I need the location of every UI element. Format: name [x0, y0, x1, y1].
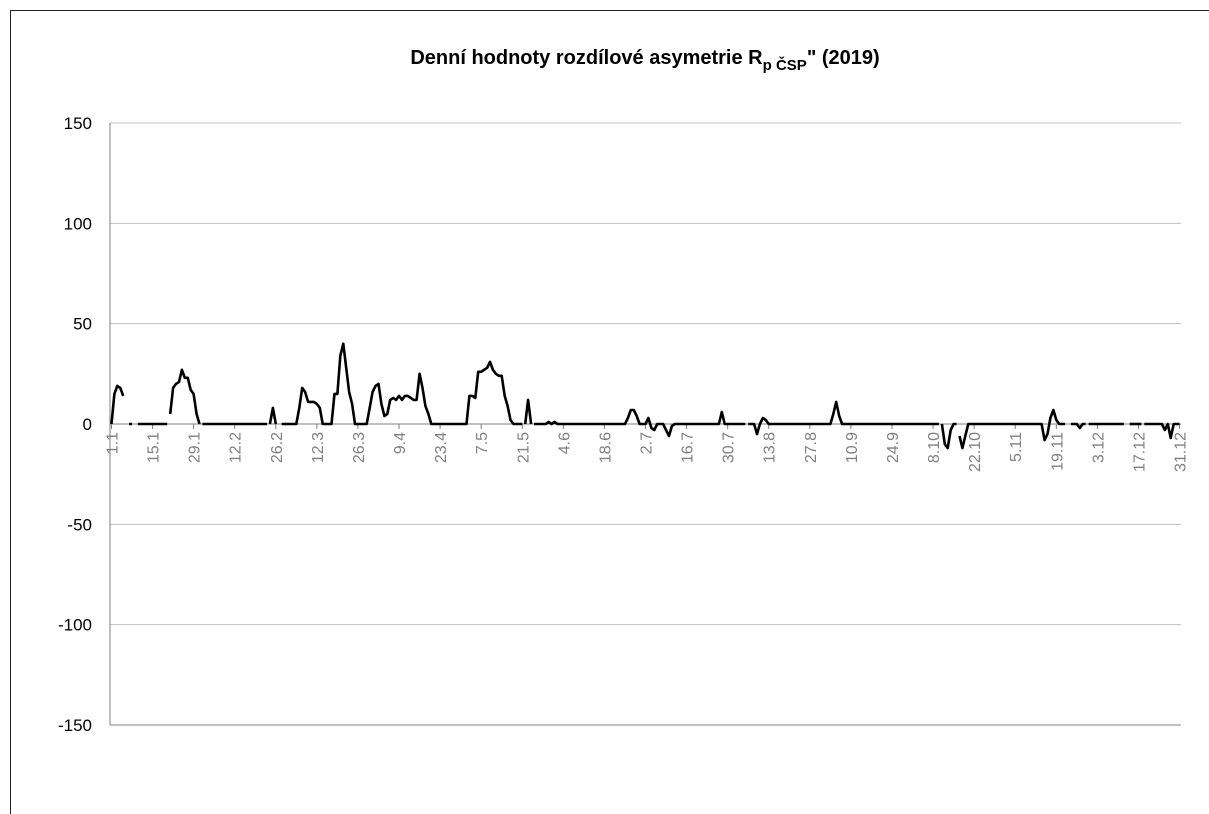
x-tick-label: 31.12	[1173, 432, 1190, 472]
series-line-segment	[281, 342, 523, 426]
x-tick-label: 27.8	[803, 432, 820, 463]
y-tick-label: -100	[58, 616, 92, 635]
x-tick-labels: 1.1 15.1 29.1 12.2 26.2 12.3 26.3 9.4 23.4 7.5 21.…	[104, 432, 1189, 472]
x-tick-label: 13.8	[762, 432, 779, 463]
x-tick-label: 29.1	[187, 432, 204, 463]
chart-frame	[10, 10, 1209, 814]
x-tick-label: 18.6	[597, 432, 614, 463]
x-tick-label: 22.10	[967, 432, 984, 472]
series-line-segment	[958, 408, 1066, 450]
x-tick-label: 15.1	[146, 432, 163, 463]
x-tick-label: 2.7	[639, 432, 656, 454]
y-tick-labels: 150 100 50 0 -50 -100 -150	[58, 114, 92, 735]
x-tick-label: 16.7	[680, 432, 697, 463]
title-subscript: p ČSP	[763, 56, 807, 74]
x-tick-label: 17.12	[1131, 432, 1148, 472]
y-tick-label: 150	[64, 114, 92, 133]
title-main: Denní hodnoty rozdílové asymetrie R	[410, 47, 763, 69]
x-tick-label: 12.3	[310, 432, 327, 463]
series-line	[110, 342, 1180, 450]
series-line-segment	[523, 398, 533, 425]
gridlines	[110, 122, 1181, 626]
y-tick-label: 0	[83, 415, 92, 434]
series-line-segment	[268, 406, 278, 425]
x-tick-label: 3.12	[1090, 432, 1107, 463]
x-tick-label: 9.4	[392, 432, 409, 454]
series-line-segment	[940, 422, 957, 450]
x-tick-label: 8.10	[926, 432, 943, 463]
x-tick-label: 10.9	[844, 432, 861, 463]
x-tick-label: 19.11	[1049, 432, 1066, 471]
series-line-segment	[1071, 422, 1086, 430]
y-tick-label: 50	[73, 315, 92, 334]
y-tick-label: -50	[67, 515, 92, 534]
series-line-segment	[168, 368, 201, 425]
x-tick-label: 26.3	[351, 432, 368, 463]
x-tick-label: 26.2	[269, 432, 286, 463]
x-tick-label: 7.5	[474, 432, 491, 454]
y-tick-label: -150	[58, 716, 92, 735]
x-tick-label: 23.4	[433, 432, 450, 463]
x-tick-label: 4.6	[556, 432, 573, 454]
x-tick-label: 1.1	[104, 432, 121, 454]
x-tick-label: 24.9	[885, 432, 902, 463]
title-tail: " (2019)	[807, 47, 880, 69]
y-tick-label: 100	[64, 214, 92, 233]
series-line-segment	[110, 384, 125, 425]
x-tick-label: 5.11	[1008, 432, 1025, 462]
series-line-segment	[534, 408, 746, 438]
series-line-segment	[1144, 422, 1180, 440]
series-line-segment	[748, 400, 939, 436]
x-tick-label: 12.2	[228, 432, 245, 463]
chart-title: Denní hodnoty rozdílové asymetrie Rp ČSP…	[410, 47, 879, 74]
x-tick-label: 21.5	[515, 432, 532, 463]
x-tick-label: 30.7	[721, 432, 738, 463]
